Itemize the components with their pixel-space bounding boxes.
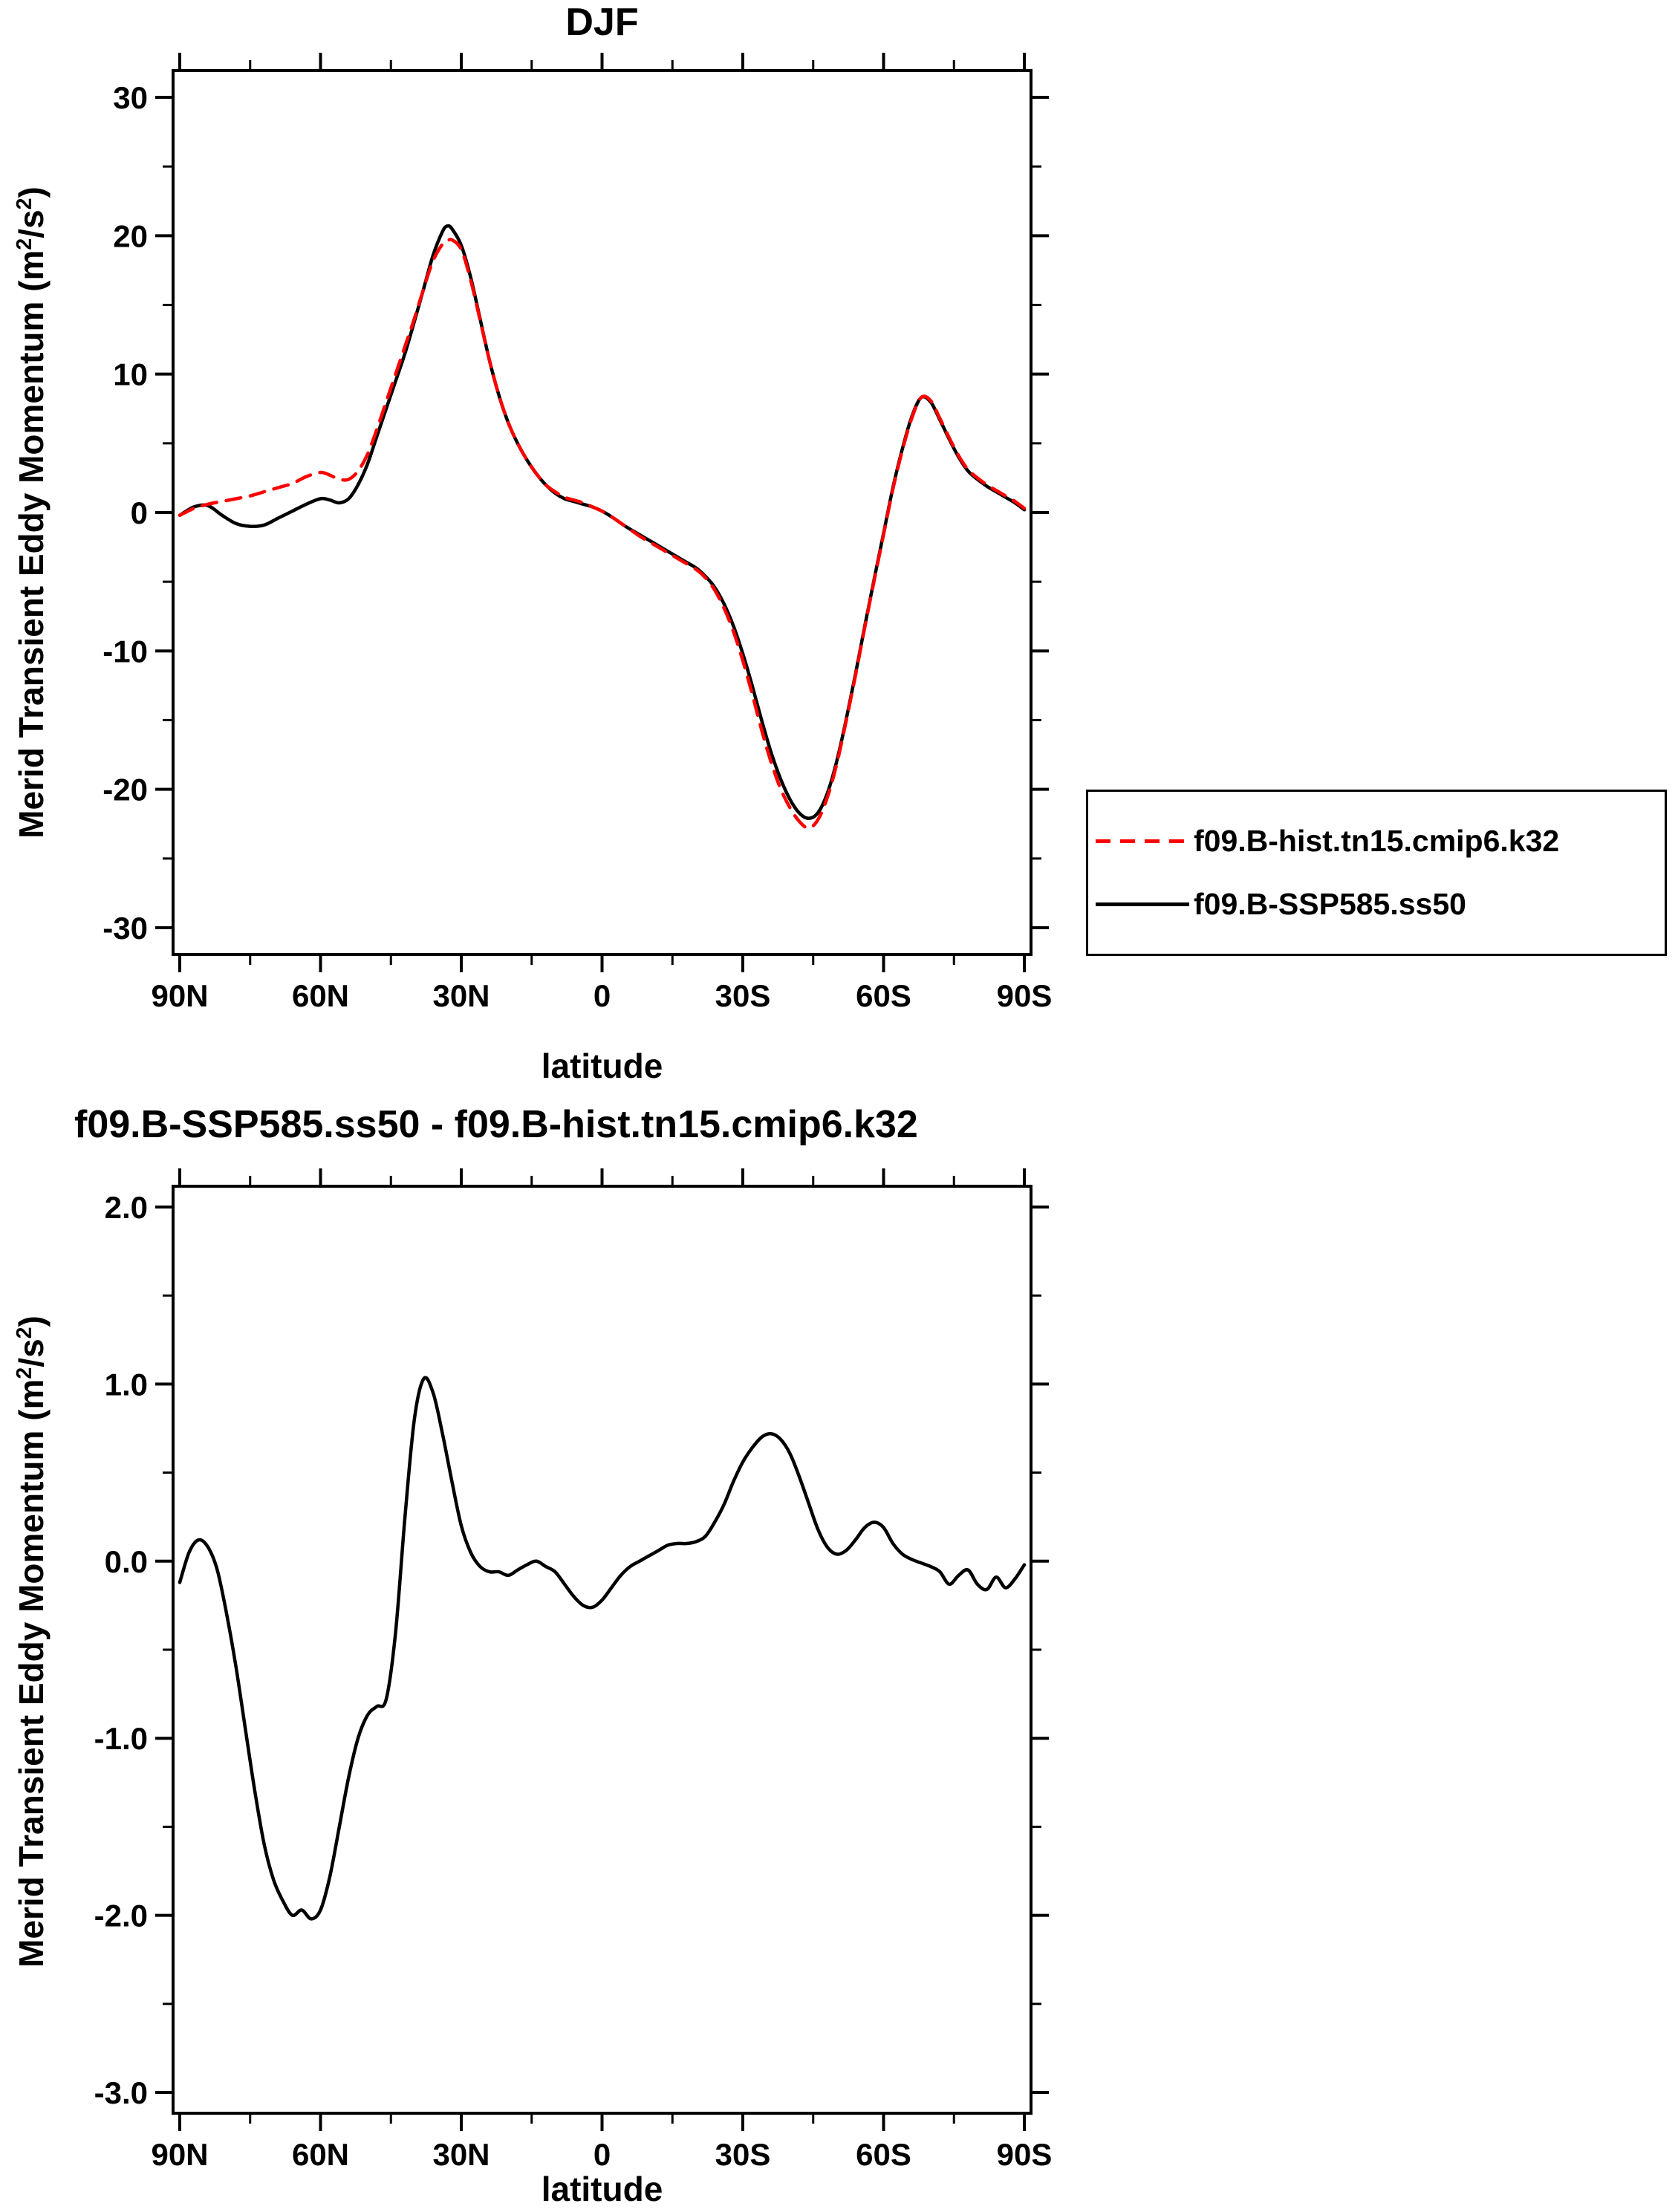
y-tick-label: 10 xyxy=(113,357,148,392)
y-tick-label: 0.0 xyxy=(105,1544,148,1579)
series-line-f09-b-ssp585-ss50 xyxy=(178,224,1027,821)
bottom-chart-title: f09.B-SSP585.ss50 - f09.B-hist.tn15.cmip… xyxy=(74,1103,918,1146)
y-axis-label-superscript: 2 xyxy=(13,198,37,210)
x-tick-label: 60S xyxy=(856,2137,911,2172)
x-tick-label: 30N xyxy=(432,978,490,1013)
y-tick-label: -30 xyxy=(103,911,148,946)
top-chart-x-axis-label: latitude xyxy=(541,1047,663,1085)
y-tick-label: 20 xyxy=(113,218,148,253)
bottom-chart: 90N 60N 30N 0 30S 60S 90S 2.0 1.0 0.0 -1.0 -2.0 -3.0 xyxy=(94,1168,1053,2172)
top-chart-title: DJF xyxy=(565,1,639,44)
legend: f09.B-hist.tn15.cmip6.k32 f09.B-SSP585.s… xyxy=(1086,790,1667,956)
legend-row: f09.B-hist.tn15.cmip6.k32 xyxy=(1096,824,1657,859)
x-tick-label: 0 xyxy=(594,2137,611,2172)
y-tick-label: 0 xyxy=(131,495,148,530)
y-tick-label: 2.0 xyxy=(105,1190,148,1225)
x-tick-label: 90N xyxy=(151,978,208,1013)
y-axis-label-text: ) xyxy=(12,1315,51,1327)
y-axis-label-text: /s xyxy=(12,209,51,238)
y-tick-label: -1.0 xyxy=(94,1721,148,1756)
y-tick-label: -10 xyxy=(103,634,148,669)
y-axis-label-text: Merid Transient Eddy Momentum (m xyxy=(12,250,51,839)
top-chart: 90N 60N 30N 0 30S 60S 90S 30 20 10 0 -10 -20 -30 xyxy=(103,53,1052,1013)
y-axis-label-text: Merid Transient Eddy Momentum (m xyxy=(12,1379,51,1968)
x-tick-label: 30N xyxy=(432,2137,490,2172)
legend-label: f09.B-hist.tn15.cmip6.k32 xyxy=(1194,823,1560,858)
legend-label: f09.B-SSP585.ss50 xyxy=(1194,887,1466,922)
x-tick-label: 60N xyxy=(292,2137,349,2172)
y-tick-label: 1.0 xyxy=(105,1367,148,1402)
bottom-chart-y-axis-label: Merid Transient Eddy Momentum (m2/s2) xyxy=(9,1140,53,2143)
y-tick-label: -20 xyxy=(103,772,148,807)
x-tick-label: 0 xyxy=(594,978,611,1013)
plot-frame xyxy=(172,1185,1033,2115)
legend-solid-line-sample xyxy=(1096,902,1189,907)
y-axis-label-text: ) xyxy=(12,186,51,198)
bottom-chart-x-axis-label: latitude xyxy=(541,2170,663,2208)
x-tick-label: 60N xyxy=(292,978,349,1013)
x-tick-label: 30S xyxy=(715,978,771,1013)
y-axis-label-superscript: 2 xyxy=(13,238,37,250)
legend-dashed-line-sample xyxy=(1096,839,1189,843)
series-line-difference xyxy=(178,1376,1027,1921)
y-tick-label: 30 xyxy=(113,80,148,115)
x-tick-label: 90N xyxy=(151,2137,208,2172)
series-line-f09-b-hist-tn15-cmip6-k32 xyxy=(178,238,1027,830)
y-tick-label: -3.0 xyxy=(94,2075,148,2110)
x-tick-label: 90S xyxy=(997,2137,1053,2172)
y-axis-label-text: /s xyxy=(12,1338,51,1367)
top-chart-y-axis-label: Merid Transient Eddy Momentum (m2/s2) xyxy=(9,48,53,977)
y-axis-label-superscript: 2 xyxy=(13,1367,37,1379)
y-tick-label: -2.0 xyxy=(94,1899,148,1933)
legend-row: f09.B-SSP585.ss50 xyxy=(1096,887,1657,922)
x-tick-label: 60S xyxy=(856,978,911,1013)
x-tick-label: 90S xyxy=(997,978,1053,1013)
x-tick-label: 30S xyxy=(715,2137,771,2172)
y-axis-label-superscript: 2 xyxy=(13,1327,37,1339)
